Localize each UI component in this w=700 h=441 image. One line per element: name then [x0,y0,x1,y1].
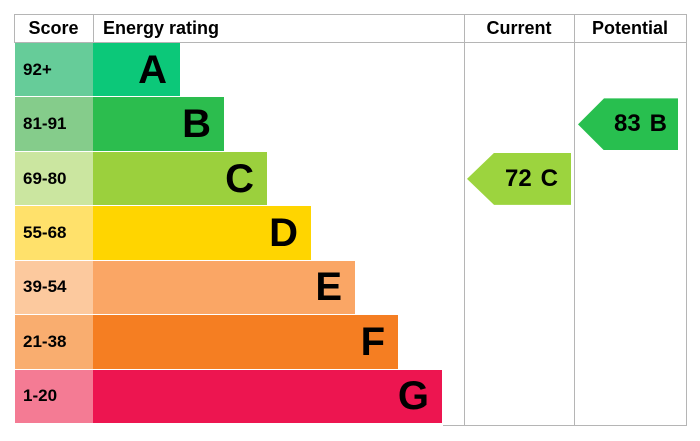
grid-line-right [686,14,687,426]
current-rating-arrow: 72 C [467,152,571,205]
grid-line-current-divider [464,14,465,426]
band-bar-a: A [93,43,180,97]
score-range-g: 1-20 [15,369,93,423]
score-column-header: Score [28,18,79,38]
score-range-f: 21-38 [15,315,93,369]
band-row-f: 21-38 F [15,315,442,370]
grid-line-top [14,14,687,15]
energy-rating-column-header: Energy rating [103,18,220,38]
potential-rating-arrow: 83 B [578,98,678,151]
band-bar-b: B [93,97,224,151]
grid-line-potential-divider [574,14,575,426]
band-row-a: 92+ A [15,43,442,98]
potential-band-letter: B [649,110,668,138]
band-letter-b: B [182,102,211,147]
band-letter-d: D [269,210,298,255]
band-row-e: 39-54 E [15,260,442,316]
band-bar-d: D [93,206,311,260]
rating-bands: 92+ A 81-91 B 69-80 C 55-68 D 39-54 E 21… [15,43,442,424]
current-score-value: 72 [504,164,532,192]
band-letter-a: A [138,47,167,92]
score-range-e: 39-54 [15,260,93,315]
band-bar-g: G [93,369,442,423]
score-range-c: 69-80 [15,151,93,206]
band-row-g: 1-20 G [15,369,442,424]
band-letter-c: C [225,156,254,201]
potential-column-header: Potential [591,18,668,38]
band-bar-f: F [93,315,398,369]
score-range-a: 92+ [15,43,93,97]
score-range-d: 55-68 [15,206,93,260]
grid-line-bottom [443,425,687,426]
band-letter-g: G [397,374,429,419]
band-bar-c: C [93,151,267,206]
band-row-c: 69-80 C [15,151,442,207]
current-column-header: Current [486,18,552,38]
grid-line-header-bottom [14,42,687,43]
band-row-b: 81-91 B [15,97,442,152]
grid-line-left [14,14,15,43]
band-letter-f: F [360,319,385,364]
current-band-letter: C [540,164,559,192]
band-bar-e: E [93,260,355,315]
grid-line-score-divider [93,14,94,43]
score-range-b: 81-91 [15,97,93,151]
band-letter-e: E [315,265,342,310]
band-row-d: 55-68 D [15,206,442,261]
potential-score-value: 83 [613,110,641,138]
